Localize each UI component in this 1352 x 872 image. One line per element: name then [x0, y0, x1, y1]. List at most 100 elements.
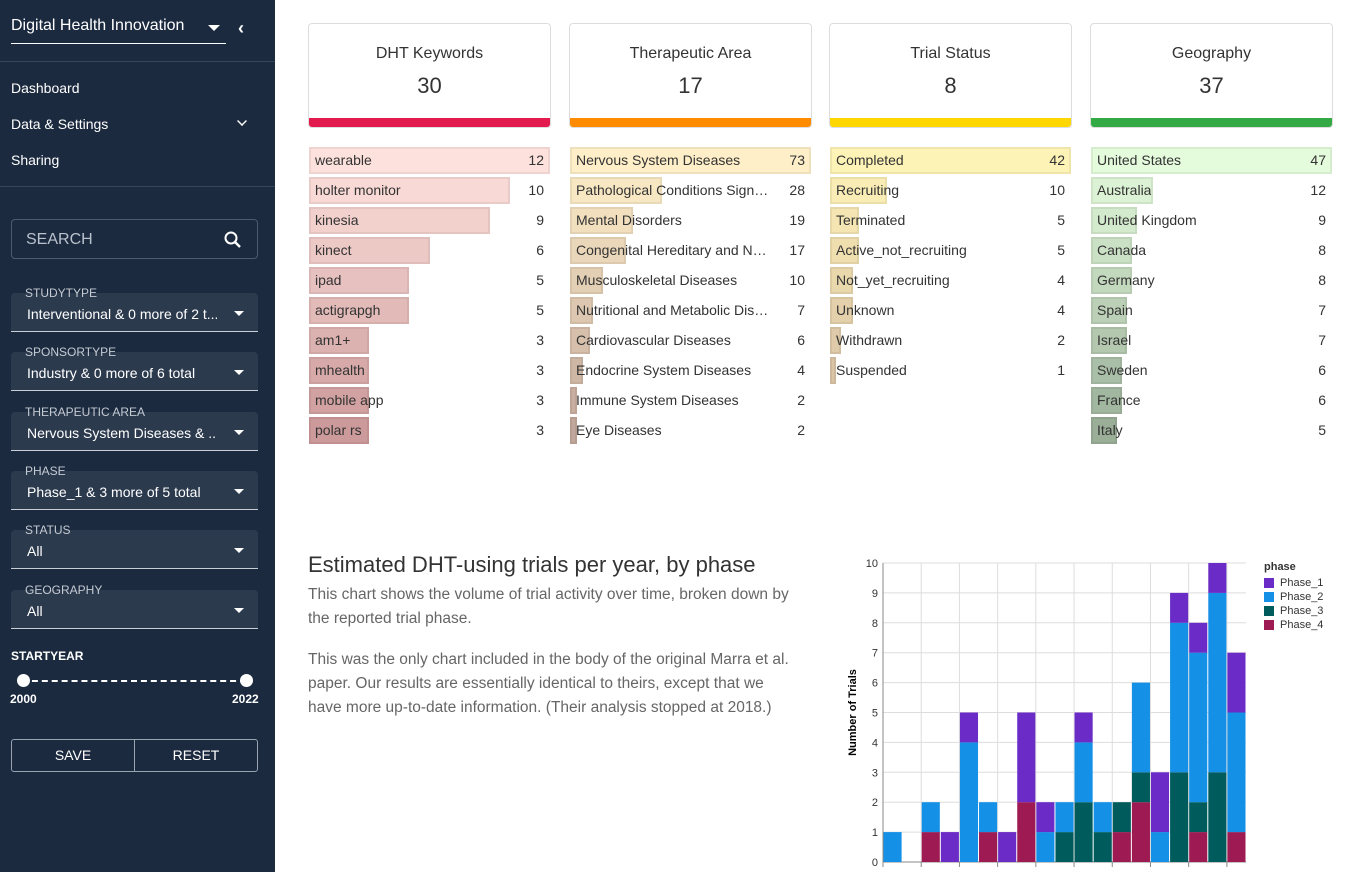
filter-therapeutic-area[interactable]: THERAPEUTIC AREA Nervous System Diseases …: [11, 405, 258, 451]
chevron-left-icon[interactable]: ‹: [238, 18, 244, 38]
summary-card[interactable]: Geography 37: [1090, 23, 1333, 128]
filter-geography[interactable]: GEOGRAPHY All: [11, 583, 258, 629]
nav-dashboard[interactable]: Dashboard: [11, 80, 80, 96]
list-item[interactable]: Italy 5: [1091, 417, 1334, 447]
filter-status[interactable]: STATUS All: [11, 523, 258, 569]
nav-data-settings[interactable]: Data & Settings: [11, 116, 109, 132]
list-item[interactable]: ipad 5: [309, 267, 552, 297]
bar-phase-1[interactable]: [998, 832, 1017, 862]
bar-phase-2[interactable]: [1055, 802, 1074, 833]
list-item[interactable]: Cardiovascular Diseases 6: [570, 327, 813, 357]
list-item[interactable]: Completed 42: [830, 147, 1073, 177]
bar-phase-4[interactable]: [1017, 802, 1036, 862]
list-item[interactable]: Congenital Hereditary and Neo... 17: [570, 237, 813, 267]
startyear-max-handle[interactable]: [240, 674, 253, 687]
list-item[interactable]: Pathological Conditions Signs ... 28: [570, 177, 813, 207]
list-item[interactable]: Spain 7: [1091, 297, 1334, 327]
bar-phase-2[interactable]: [883, 832, 902, 862]
list-item[interactable]: Sweden 6: [1091, 357, 1334, 387]
bar-phase-1[interactable]: [940, 832, 959, 862]
bar-phase-3[interactable]: [1170, 772, 1189, 862]
bar-phase-3[interactable]: [1055, 832, 1074, 862]
list-item[interactable]: Not_yet_recruiting 4: [830, 267, 1073, 297]
save-button[interactable]: SAVE: [12, 740, 135, 771]
list-item[interactable]: Eye Diseases 2: [570, 417, 813, 447]
list-item[interactable]: Active_not_recruiting 5: [830, 237, 1073, 267]
bar-phase-2[interactable]: [1170, 622, 1189, 773]
bar-phase-1[interactable]: [1150, 772, 1170, 833]
list-item[interactable]: Nutritional and Metabolic Dise... 7: [570, 297, 813, 327]
list-item[interactable]: Germany 8: [1091, 267, 1334, 297]
bar-phase-2[interactable]: [1189, 652, 1208, 803]
bar-phase-2[interactable]: [1036, 832, 1055, 862]
list-item[interactable]: Musculoskeletal Diseases 10: [570, 267, 813, 297]
legend-item[interactable]: Phase_3: [1264, 604, 1323, 618]
bar-phase-1[interactable]: [1074, 712, 1093, 743]
bar-phase-2[interactable]: [1208, 592, 1227, 773]
bar-phase-4[interactable]: [979, 832, 998, 862]
bar-phase-1[interactable]: [959, 712, 979, 743]
list-item[interactable]: kinesia 9: [309, 207, 552, 237]
bar-phase-3[interactable]: [1093, 832, 1112, 862]
legend-item[interactable]: Phase_4: [1264, 618, 1323, 632]
search-input[interactable]: SEARCH: [11, 219, 258, 259]
bar-phase-3[interactable]: [1189, 802, 1208, 833]
list-item[interactable]: holter monitor 10: [309, 177, 552, 207]
bar-phase-4[interactable]: [1131, 802, 1150, 862]
bar-phase-1[interactable]: [1017, 712, 1036, 803]
bar-phase-1[interactable]: [1189, 622, 1208, 653]
bar-phase-2[interactable]: [1150, 832, 1170, 862]
bar-phase-1[interactable]: [1170, 592, 1189, 623]
startyear-slider-track[interactable]: [22, 680, 246, 682]
list-item[interactable]: Canada 8: [1091, 237, 1334, 267]
list-item[interactable]: Withdrawn 2: [830, 327, 1073, 357]
chevron-down-icon[interactable]: [237, 116, 247, 126]
list-item[interactable]: Recruiting 10: [830, 177, 1073, 207]
bar-phase-2[interactable]: [1074, 742, 1093, 803]
summary-card[interactable]: Therapeutic Area 17: [569, 23, 812, 128]
list-item[interactable]: Immune System Diseases 2: [570, 387, 813, 417]
list-item[interactable]: Suspended 1: [830, 357, 1073, 387]
list-item[interactable]: am1+ 3: [309, 327, 552, 357]
filter-phase[interactable]: PHASE Phase_1 & 3 more of 5 total: [11, 464, 258, 510]
reset-button[interactable]: RESET: [172, 747, 220, 763]
bar-phase-2[interactable]: [979, 802, 998, 833]
startyear-min-handle[interactable]: [17, 674, 30, 687]
legend-item[interactable]: Phase_2: [1264, 590, 1323, 604]
bar-phase-4[interactable]: [921, 832, 940, 862]
bar-phase-3[interactable]: [1131, 772, 1150, 803]
list-item[interactable]: France 6: [1091, 387, 1334, 417]
bar-phase-2[interactable]: [1227, 712, 1246, 833]
legend-item[interactable]: Phase_1: [1264, 576, 1323, 590]
bar-phase-4[interactable]: [1189, 832, 1208, 862]
list-item[interactable]: mhealth 3: [309, 357, 552, 387]
list-item[interactable]: Israel 7: [1091, 327, 1334, 357]
list-item[interactable]: wearable 12: [309, 147, 552, 177]
bar-phase-3[interactable]: [1074, 802, 1093, 862]
list-item[interactable]: actigrapgh 5: [309, 297, 552, 327]
list-item[interactable]: Australia 12: [1091, 177, 1334, 207]
bar-phase-1[interactable]: [1036, 802, 1055, 833]
bar-phase-2[interactable]: [1093, 802, 1112, 833]
list-item[interactable]: Terminated 5: [830, 207, 1073, 237]
bar-phase-1[interactable]: [1227, 652, 1246, 713]
bar-phase-3[interactable]: [1112, 802, 1131, 833]
list-item[interactable]: Mental Disorders 19: [570, 207, 813, 237]
bar-phase-4[interactable]: [1227, 832, 1246, 862]
bar-phase-2[interactable]: [959, 742, 979, 862]
bar-phase-2[interactable]: [1131, 682, 1150, 773]
list-item[interactable]: Unknown 4: [830, 297, 1073, 327]
list-item[interactable]: Endocrine System Diseases 4: [570, 357, 813, 387]
list-item[interactable]: kinect 6: [309, 237, 552, 267]
bar-phase-4[interactable]: [1112, 832, 1131, 862]
list-item[interactable]: United Kingdom 9: [1091, 207, 1334, 237]
summary-card[interactable]: DHT Keywords 30: [308, 23, 551, 128]
list-item[interactable]: polar rs 3: [309, 417, 552, 447]
summary-card[interactable]: Trial Status 8: [829, 23, 1072, 128]
bar-phase-3[interactable]: [1208, 772, 1227, 862]
nav-sharing[interactable]: Sharing: [11, 152, 60, 168]
list-item[interactable]: United States 47: [1091, 147, 1334, 177]
list-item[interactable]: mobile app 3: [309, 387, 552, 417]
filter-studytype[interactable]: STUDYTYPE Interventional & 0 more of 2 t.…: [11, 286, 258, 332]
bar-phase-1[interactable]: [1208, 563, 1227, 593]
